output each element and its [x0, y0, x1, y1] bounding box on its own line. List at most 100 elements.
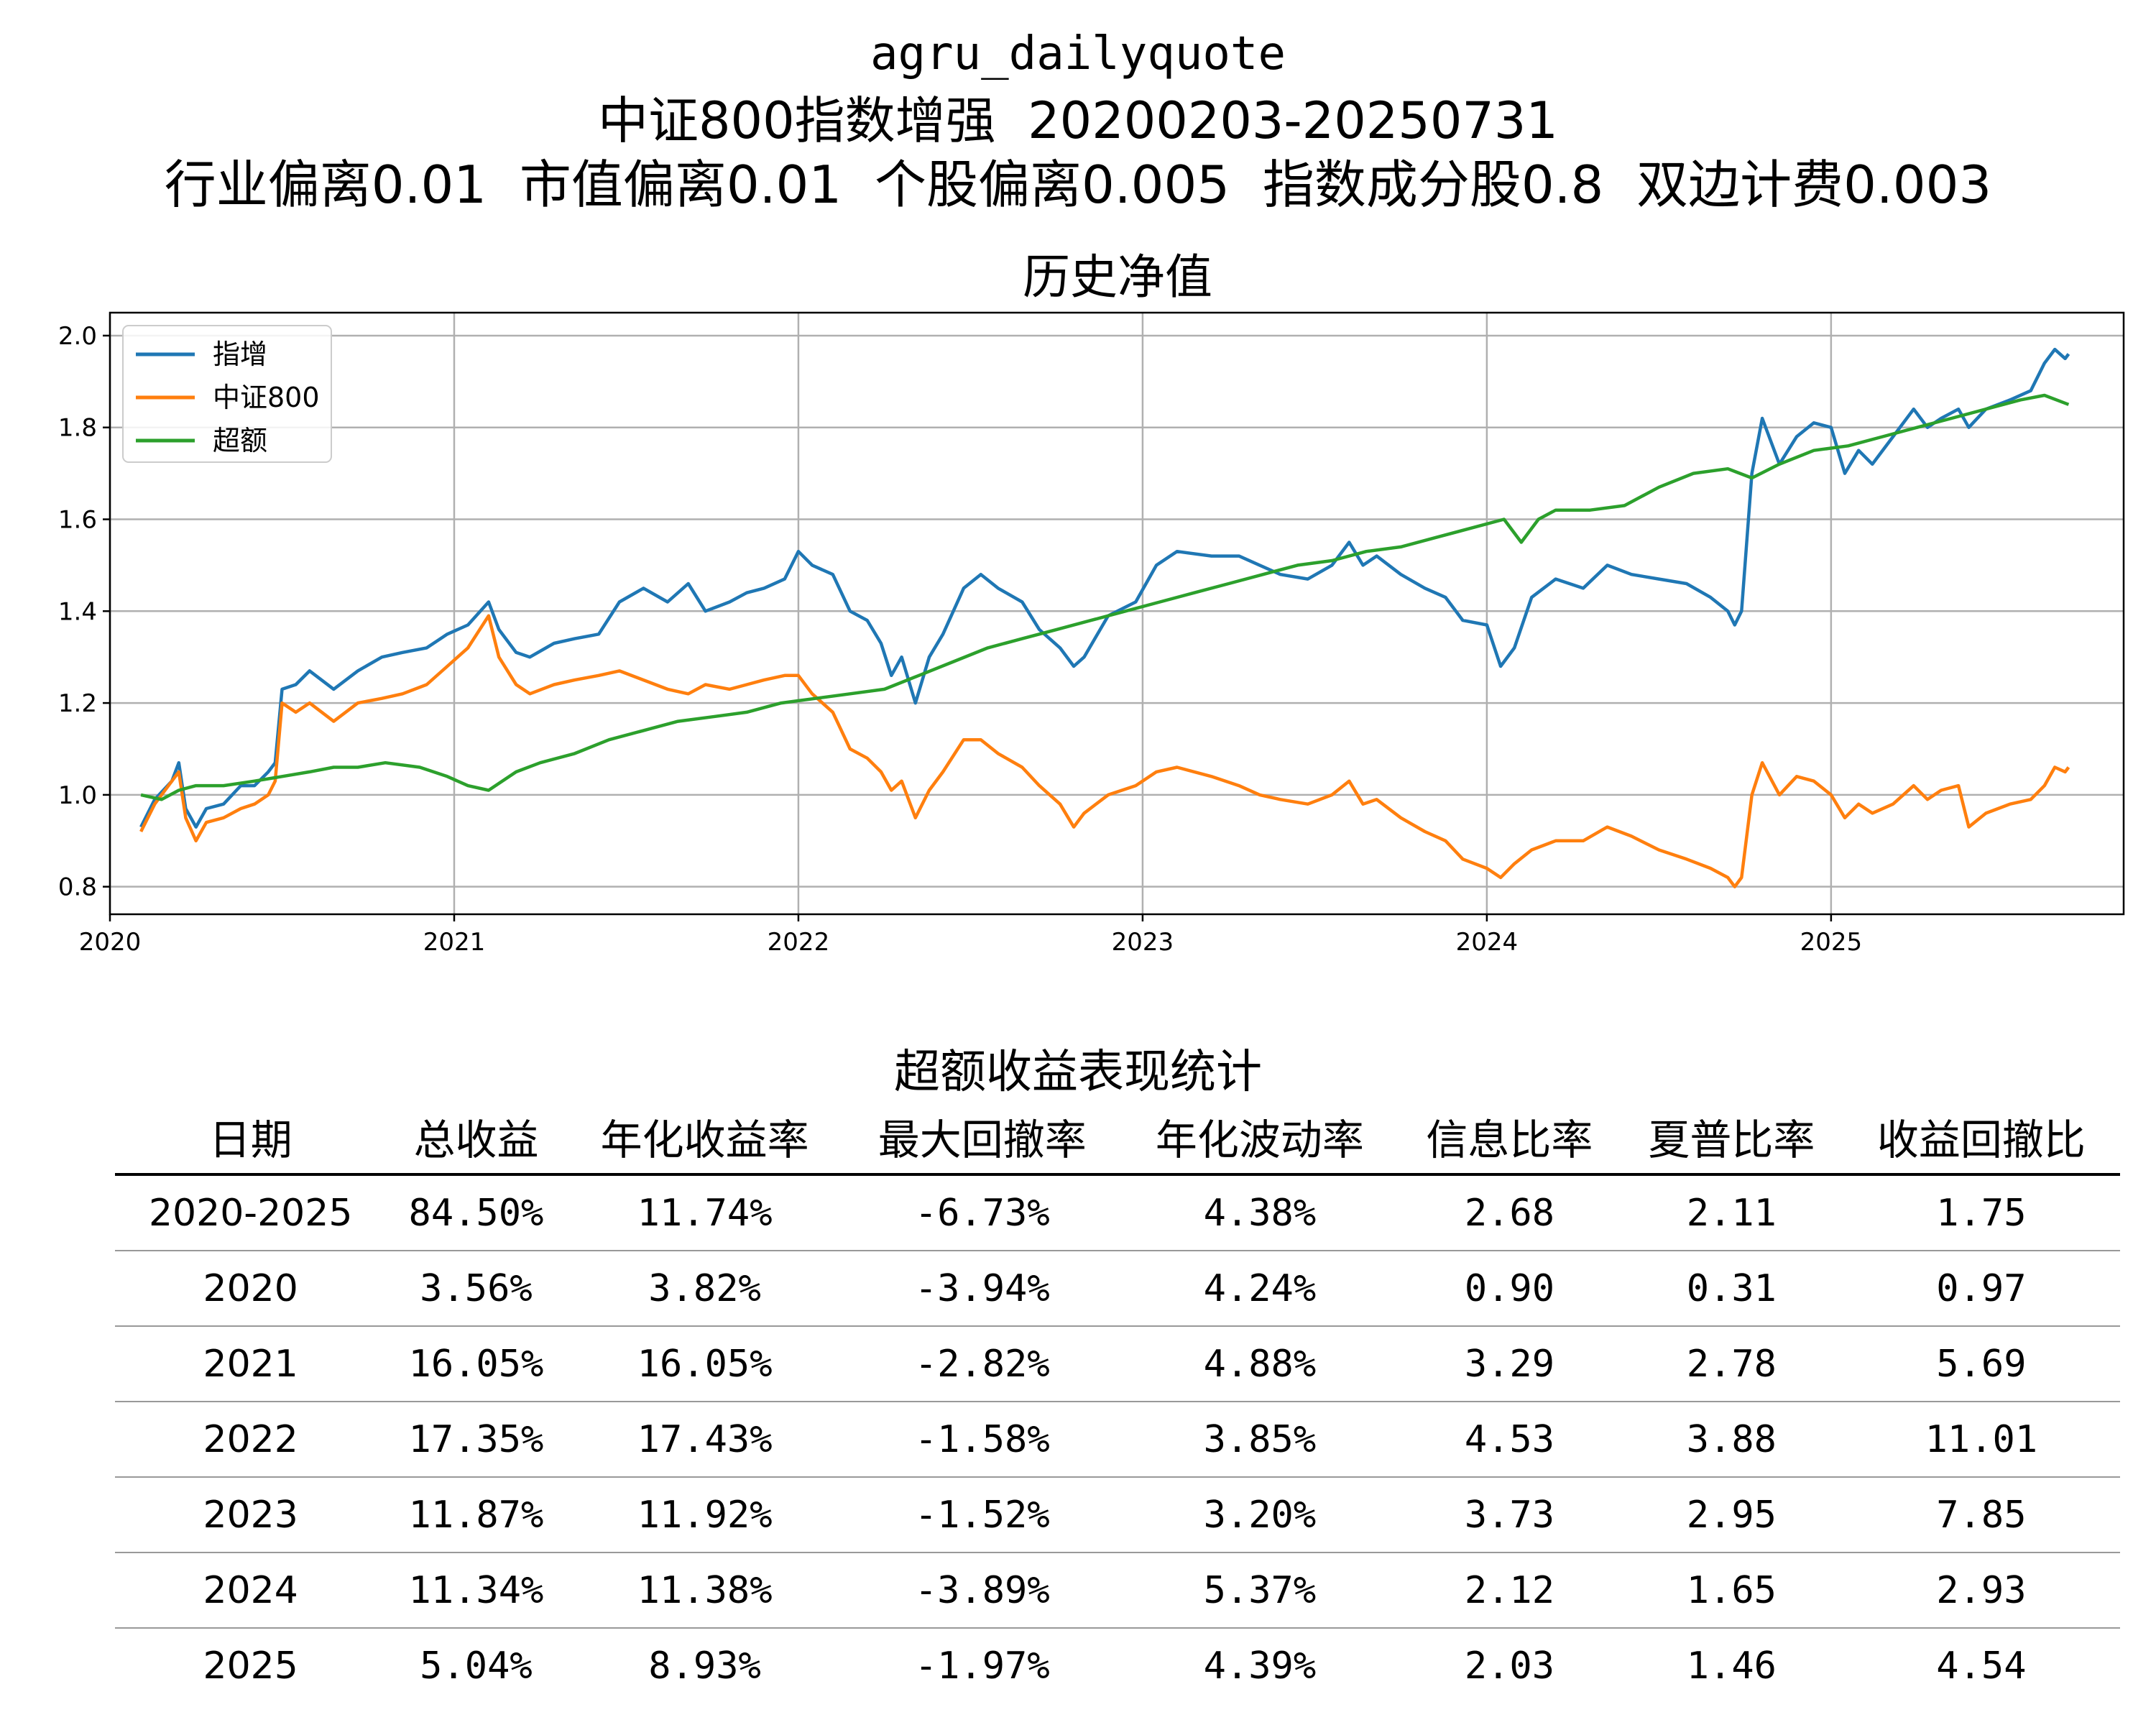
y-tick-label: 1.6 [58, 506, 97, 535]
y-tick-label: 1.0 [58, 781, 97, 810]
table-header-cell: 年化波动率 [1120, 1100, 1399, 1176]
table-header-cell: 日期 [115, 1100, 387, 1176]
excess-return-stats-table: 日期 总收益 年化收益率 最大回撤率 年化波动率 信息比率 夏普比率 收益回撤比 2020-2… [115, 1100, 2120, 1703]
table-header-row: 日期 总收益 年化收益率 最大回撤率 年化波动率 信息比率 夏普比率 收益回撤比 [115, 1100, 2120, 1176]
table-cell: 16.05% [566, 1326, 844, 1402]
table-cell: 2.12 [1398, 1552, 1621, 1629]
table-cell: 2024 [115, 1552, 387, 1629]
table-cell: 17.43% [566, 1402, 844, 1478]
table-cell: 11.74% [566, 1174, 844, 1251]
legend-label: 指增 [213, 339, 267, 370]
figure-header-line-1: agru_dailyquote [870, 27, 1286, 80]
table-cell: -1.58% [843, 1402, 1121, 1478]
table-cell: -1.52% [843, 1477, 1121, 1553]
table-cell: 2.95 [1620, 1477, 1843, 1553]
table-cell: 2.93 [1842, 1552, 2120, 1629]
y-tick-label: 1.2 [58, 689, 97, 718]
table-cell: 8.93% [648, 1644, 761, 1688]
chart-grid [109, 313, 2124, 914]
table-cell: 0.97 [1842, 1251, 2120, 1327]
table-cell: 2020 [115, 1251, 387, 1327]
nav-line-chart: 历史净值 2020 2021 2022 2023 2024 2025 0.8 1.0 1.2 1.… [58, 249, 2125, 957]
table-header-cell: 信息比率 [1398, 1100, 1621, 1176]
table-cell: -3.94% [843, 1251, 1121, 1327]
table-cell: -2.82% [843, 1326, 1121, 1402]
table-cell: 84.50% [386, 1174, 566, 1251]
table-row: 2025 5.04% 8.93% -1.97% 4.39% 2.03 1.46 4.54 [115, 1628, 2120, 1703]
table-cell: 3.82% [566, 1251, 844, 1327]
table-cell: 5.04% [420, 1644, 533, 1688]
x-tick-label: 2023 [1112, 928, 1174, 957]
table-cell: 2.68 [1398, 1174, 1621, 1251]
table-row: 2024 11.34% 11.38% -3.89% 5.37% 2.12 1.65 2.93 [115, 1552, 2120, 1629]
table-row: 2021 16.05% 16.05% -2.82% 4.88% 3.29 2.78 5.69 [115, 1326, 2120, 1402]
table-cell: 4.88% [1120, 1326, 1399, 1402]
table-cell: 11.38% [566, 1552, 844, 1629]
x-tick-label: 2025 [1800, 928, 1863, 957]
table-body: 2020-2025 84.50% 11.74% -6.73% 4.38% 2.68 2.11… [115, 1174, 2120, 1703]
table-cell: 1.65 [1620, 1552, 1843, 1629]
series-line-中证800 [139, 614, 2070, 888]
table-cell: 11.01 [1842, 1402, 2120, 1478]
chart-title: 历史净值 [1023, 249, 1212, 305]
table-title: 超额收益表现统计 [894, 1046, 1262, 1099]
table-cell: 5.37% [1120, 1552, 1399, 1629]
table-cell: 3.88 [1620, 1402, 1843, 1478]
y-tick-label: 1.8 [58, 414, 97, 443]
table-header-cell: 收益回撤比 [1842, 1100, 2120, 1176]
chart-axes: 2020 2021 2022 2023 2024 2025 0.8 1.0 1.2 1.4 1.6 1… [58, 322, 1862, 957]
table-cell: 17.35% [386, 1402, 566, 1478]
table-cell: 3.73 [1398, 1477, 1621, 1553]
x-tick-label: 2022 [768, 928, 830, 957]
chart-series-group [139, 347, 2070, 888]
series-line-指增 [139, 347, 2070, 829]
series-line-超额 [140, 393, 2070, 801]
table-cell: 2021 [115, 1326, 387, 1402]
table-cell: 4.39% [1203, 1644, 1317, 1688]
table-cell: 2022 [115, 1402, 387, 1478]
y-tick-label: 1.4 [58, 597, 97, 626]
table-cell: 2025 [203, 1644, 298, 1688]
table-cell: 4.54 [1936, 1644, 2027, 1688]
table-cell: 3.20% [1120, 1477, 1399, 1553]
x-tick-label: 2024 [1456, 928, 1519, 957]
table-cell: 7.85 [1842, 1477, 2120, 1553]
figure-header-line-3: 行业偏离0.01 市值偏离0.01 个股偏离0.005 指数成分股0.8 双边计… [164, 155, 1992, 215]
table-cell: -3.89% [843, 1552, 1121, 1629]
table-cell: 1.46 [1686, 1644, 1777, 1688]
table-cell: 4.24% [1120, 1251, 1399, 1327]
x-tick-label: 2020 [79, 928, 142, 957]
y-tick-label: 0.8 [58, 873, 97, 902]
table-cell: 2.11 [1620, 1174, 1843, 1251]
table-cell: 3.29 [1398, 1326, 1621, 1402]
table-cell: 11.87% [386, 1477, 566, 1553]
table-header-cell: 年化收益率 [566, 1100, 844, 1176]
table-header-cell: 最大回撤率 [843, 1100, 1121, 1176]
table-cell: 2023 [115, 1477, 387, 1553]
table-cell: 5.69 [1842, 1326, 2120, 1402]
legend-box [122, 325, 332, 463]
plot-frame [109, 311, 2125, 916]
table-cell: 0.31 [1620, 1251, 1843, 1327]
table-cell: -6.73% [843, 1174, 1121, 1251]
table-row: 2022 17.35% 17.43% -1.58% 3.85% 4.53 3.88 11.01 [115, 1402, 2120, 1478]
legend-label: 超额 [213, 425, 267, 456]
table-cell: 0.90 [1398, 1251, 1621, 1327]
table-header-cell: 夏普比率 [1620, 1100, 1843, 1176]
table-cell: 4.38% [1120, 1174, 1399, 1251]
table-row: 2023 11.87% 11.92% -1.52% 3.20% 3.73 2.95 7.85 [115, 1477, 2120, 1553]
table-cell: 4.53 [1398, 1402, 1621, 1478]
table-cell: 2.03 [1464, 1644, 1555, 1688]
table-cell: 3.56% [386, 1251, 566, 1327]
figure-header-line-2: 中证800指数增强 20200203-20250731 [598, 91, 1558, 150]
table-row: 2020-2025 84.50% 11.74% -6.73% 4.38% 2.68 2.11… [115, 1174, 2120, 1251]
table-cell: 2020-2025 [115, 1174, 387, 1251]
table-cell: 2.78 [1620, 1326, 1843, 1402]
table-row: 2020 3.56% 3.82% -3.94% 4.24% 0.90 0.31 0.97 [115, 1251, 2120, 1327]
table-header-cell: 总收益 [386, 1100, 566, 1176]
table-cell: -1.97% [914, 1644, 1050, 1688]
table-cell: 16.05% [386, 1326, 566, 1402]
legend-label: 中证800 [213, 382, 320, 413]
x-tick-label: 2021 [423, 928, 486, 957]
table-cell: 11.34% [386, 1552, 566, 1629]
